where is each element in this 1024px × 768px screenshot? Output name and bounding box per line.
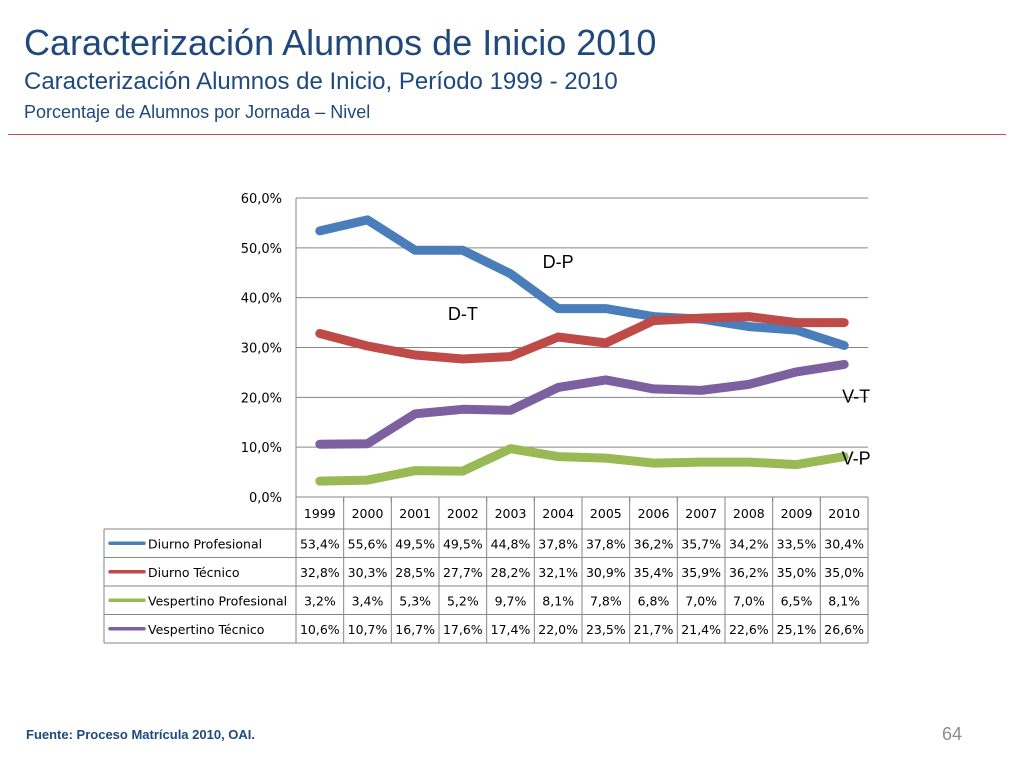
data-label: 23,5% xyxy=(586,622,626,637)
source-note: Fuente: Proceso Matrícula 2010, OAI. xyxy=(26,727,256,742)
series-line xyxy=(315,312,849,364)
data-label: 36,2% xyxy=(729,565,769,580)
data-label: 55,6% xyxy=(348,536,388,551)
legend-entry: Vespertino Técnico xyxy=(148,622,264,637)
x-tick-label: 2007 xyxy=(685,506,717,521)
data-label: 7,0% xyxy=(733,593,765,608)
y-tick-label: 20,0% xyxy=(241,391,282,406)
y-tick-label: 10,0% xyxy=(241,441,282,456)
x-tick-label: 2010 xyxy=(828,506,860,521)
series-line xyxy=(315,215,849,350)
y-tick-label: 50,0% xyxy=(241,242,282,257)
data-label: 28,2% xyxy=(491,565,531,580)
data-label: 36,2% xyxy=(634,536,674,551)
data-label: 5,3% xyxy=(399,593,431,608)
chart-annotations: D-P D-T V-T V-P xyxy=(448,252,871,469)
data-label: 53,4% xyxy=(300,536,340,551)
data-label: 35,4% xyxy=(634,565,674,580)
data-label: 34,2% xyxy=(729,536,769,551)
data-label: 49,5% xyxy=(443,536,483,551)
data-label: 3,2% xyxy=(304,593,336,608)
data-label: 6,8% xyxy=(638,593,670,608)
data-label: 8,1% xyxy=(542,593,574,608)
header-divider xyxy=(8,134,1006,135)
x-tick-label: 2008 xyxy=(733,506,765,521)
slide-title: Caracterización Alumnos de Inicio 2010 xyxy=(24,22,657,63)
data-label: 32,8% xyxy=(300,565,340,580)
data-label: 37,8% xyxy=(586,536,626,551)
data-label: 10,6% xyxy=(300,622,340,637)
data-label: 25,1% xyxy=(777,622,817,637)
chart-description: Porcentaje de Alumnos por Jornada – Nive… xyxy=(24,102,371,122)
data-label: 17,4% xyxy=(491,622,531,637)
y-tick-label: 60,0% xyxy=(241,192,282,207)
x-tick-label: 2005 xyxy=(590,506,622,521)
data-label: 49,5% xyxy=(395,536,435,551)
data-label: 16,7% xyxy=(395,622,435,637)
x-tick-label: 2006 xyxy=(638,506,670,521)
data-label: 6,5% xyxy=(781,593,813,608)
legend-entry: Vespertino Profesional xyxy=(148,593,287,608)
y-tick-label: 40,0% xyxy=(241,292,282,307)
y-tick-label: 0,0% xyxy=(249,491,282,506)
line-chart: 0,0% 10,0% 20,0% 30,0% 40,0% 50,0% 60,0% 1999 2… xyxy=(103,192,871,644)
data-label: 35,9% xyxy=(681,565,721,580)
chart-annotation: V-P xyxy=(842,449,871,469)
data-label: 21,7% xyxy=(634,622,674,637)
data-label: 7,0% xyxy=(685,593,717,608)
series-line xyxy=(315,359,849,449)
data-label: 28,5% xyxy=(395,565,435,580)
data-label: 30,9% xyxy=(586,565,626,580)
data-label: 26,6% xyxy=(824,622,864,637)
data-label: 5,2% xyxy=(447,593,479,608)
x-tick-label: 2009 xyxy=(781,506,813,521)
data-label: 35,7% xyxy=(681,536,721,551)
x-tick-label: 2002 xyxy=(447,506,479,521)
data-table: 1999 2000 2001 2002 2003 2004 2005 2006 2007 2008… xyxy=(103,496,869,644)
y-tick-label: 30,0% xyxy=(241,342,282,357)
data-label: 44,8% xyxy=(491,536,531,551)
x-tick-label: 2001 xyxy=(399,506,431,521)
data-label: 32,1% xyxy=(538,565,578,580)
data-label: 21,4% xyxy=(681,622,721,637)
chart-series-lines xyxy=(315,215,849,486)
x-tick-label: 2004 xyxy=(542,506,574,521)
x-tick-label: 2000 xyxy=(352,506,384,521)
data-label: 22,0% xyxy=(538,622,578,637)
x-tick-label: 1999 xyxy=(304,506,336,521)
data-label: 9,7% xyxy=(495,593,527,608)
data-label: 30,3% xyxy=(348,565,388,580)
data-label: 33,5% xyxy=(777,536,817,551)
series-line xyxy=(315,444,849,486)
x-tick-label: 2003 xyxy=(495,506,527,521)
data-label: 17,6% xyxy=(443,622,483,637)
data-label: 10,7% xyxy=(348,622,388,637)
legend-entry: Diurno Profesional xyxy=(148,536,262,551)
y-axis: 0,0% 10,0% 20,0% 30,0% 40,0% 50,0% 60,0% xyxy=(241,192,869,506)
legend-entry: Diurno Técnico xyxy=(148,565,239,580)
slide-subtitle: Caracterización Alumnos de Inicio, Perío… xyxy=(24,68,618,95)
data-label: 35,0% xyxy=(824,565,864,580)
chart-annotation: V-T xyxy=(842,386,870,406)
chart-annotation: D-P xyxy=(543,252,574,272)
data-label: 22,6% xyxy=(729,622,769,637)
data-label: 8,1% xyxy=(828,593,860,608)
data-label: 30,4% xyxy=(824,536,864,551)
data-label: 35,0% xyxy=(777,565,817,580)
data-label: 27,7% xyxy=(443,565,483,580)
data-label: 7,8% xyxy=(590,593,622,608)
page-number: 64 xyxy=(941,724,962,744)
data-label: 37,8% xyxy=(538,536,578,551)
chart-annotation: D-T xyxy=(448,304,478,324)
data-label: 3,4% xyxy=(352,593,384,608)
